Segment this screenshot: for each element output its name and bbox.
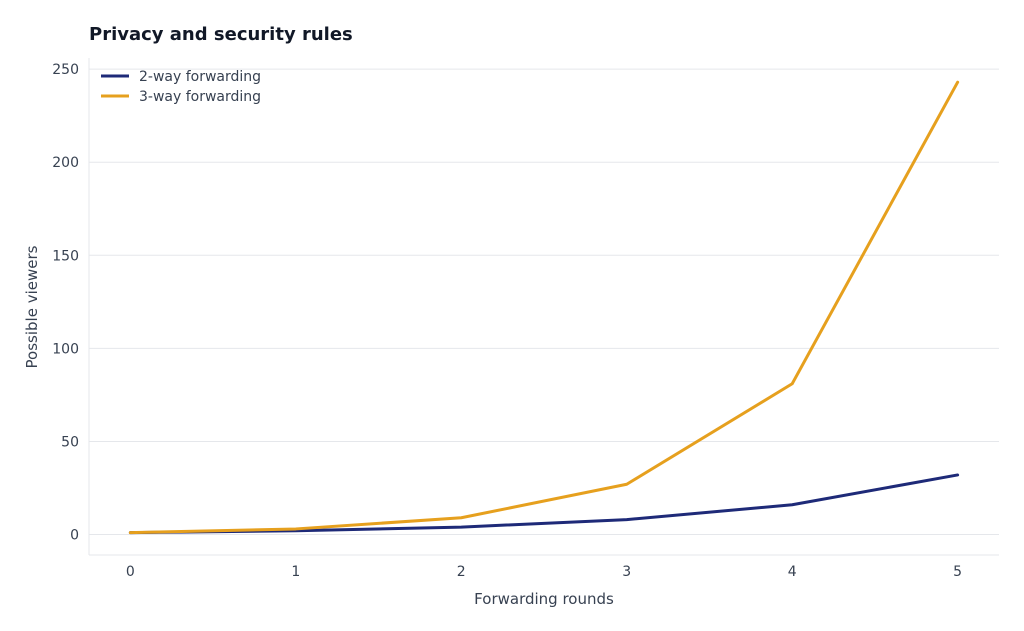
y-tick-label: 50 <box>61 434 79 450</box>
y-tick-label: 150 <box>52 248 79 264</box>
x-tick-label: 5 <box>953 564 962 580</box>
x-tick-label: 0 <box>126 564 135 580</box>
y-tick-label: 100 <box>52 341 79 357</box>
x-tick-label: 3 <box>622 564 631 580</box>
x-tick-label: 2 <box>457 564 466 580</box>
y-tick-label: 0 <box>70 528 79 544</box>
series-line-3-way-forwarding <box>128 80 960 535</box>
grid-lines <box>89 68 999 536</box>
y-axis-ticks: 0 50 100 150 200 250 <box>52 62 79 543</box>
legend-label: 3-way forwarding <box>139 89 261 105</box>
x-axis-label: Forwarding rounds <box>474 590 614 608</box>
x-tick-label: 1 <box>291 564 300 580</box>
y-tick-label: 250 <box>52 62 79 78</box>
plot-frame <box>88 58 999 556</box>
legend: 2-way forwarding 3-way forwarding <box>101 69 261 105</box>
series-line-2-way-forwarding <box>128 473 960 535</box>
y-tick-label: 200 <box>52 155 79 171</box>
legend-label: 2-way forwarding <box>139 69 261 85</box>
y-axis-label: Possible viewers <box>23 245 41 368</box>
chart-title: Privacy and security rules <box>89 24 353 45</box>
x-tick-label: 4 <box>788 564 797 580</box>
series-lines <box>128 80 960 535</box>
x-axis-ticks: 0 1 2 3 4 5 <box>126 564 962 580</box>
